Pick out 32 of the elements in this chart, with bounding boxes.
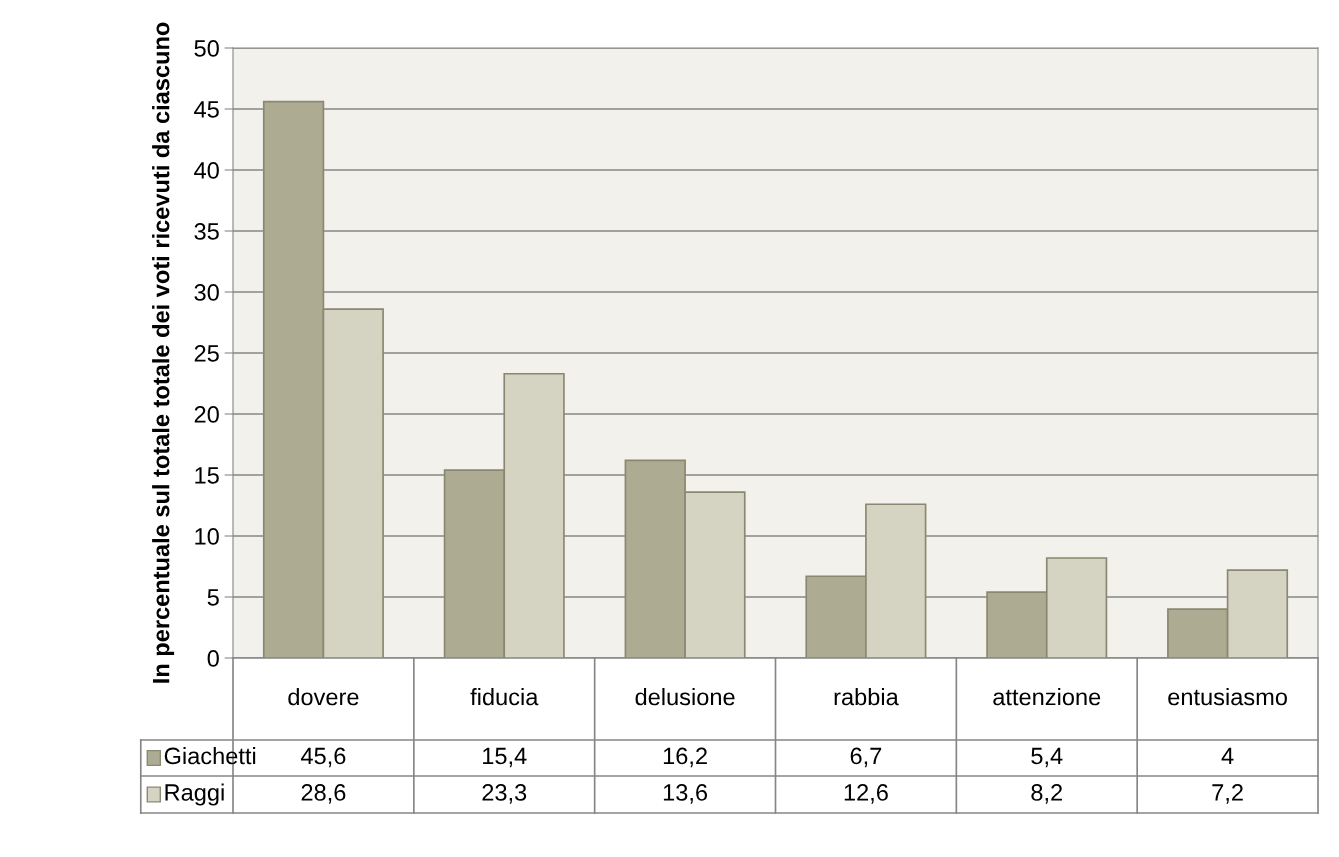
- y-axis-title: In percentuale sul totale totale dei voti ricevuti da ciascuno: [152, 22, 175, 683]
- legend-label: Raggi: [165, 783, 224, 806]
- data-label: 16,2: [663, 747, 707, 768]
- y-tick-label: 10: [195, 528, 219, 545]
- data-label: 45,6: [300, 747, 346, 768]
- data-label: 6,7: [850, 747, 882, 768]
- y-tick-label: 30: [194, 284, 219, 301]
- x-tick-label: entusiasmo: [1168, 687, 1287, 706]
- y-tick-label: 35: [194, 223, 219, 240]
- y-tick-label: 15: [195, 467, 219, 484]
- y-tick-label: 5: [207, 589, 219, 606]
- y-tick-label: 0: [207, 650, 219, 667]
- y-tick-label: 20: [194, 406, 219, 423]
- x-tick-label: fiducia: [470, 687, 539, 706]
- y-tick-label: 50: [194, 40, 219, 57]
- x-tick-label: dovere: [288, 687, 359, 706]
- data-label: 5,4: [1031, 747, 1063, 768]
- x-tick-label: attenzione: [993, 687, 1101, 706]
- data-label: 13,6: [663, 784, 708, 804]
- y-tick-label: 45: [194, 101, 219, 118]
- data-label: 23,3: [482, 784, 527, 804]
- data-label: 15,4: [483, 747, 527, 768]
- y-tick-label: 40: [194, 162, 219, 179]
- data-label: 28,6: [301, 784, 346, 804]
- x-tick-label: delusione: [635, 687, 735, 706]
- data-label: 8,2: [1031, 784, 1062, 804]
- legend-label: Giachetti: [164, 746, 256, 765]
- x-tick-label: rabbia: [834, 687, 899, 706]
- data-label: 7,2: [1212, 784, 1243, 804]
- y-tick-label: 25: [194, 345, 219, 362]
- data-label: 12,6: [844, 784, 888, 804]
- data-label: 4: [1221, 747, 1234, 765]
